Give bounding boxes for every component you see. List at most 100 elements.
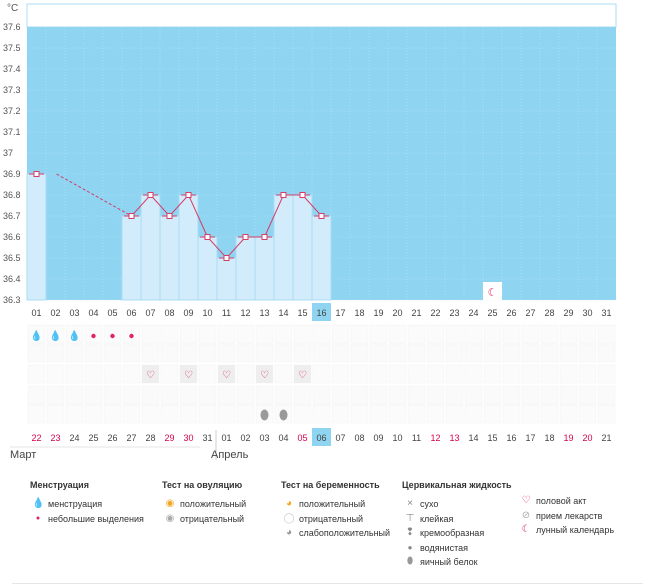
symptom-cell bbox=[540, 324, 559, 344]
cycle-day-label[interactable]: 12 bbox=[240, 308, 250, 318]
symptom-cell bbox=[502, 324, 521, 344]
cycle-day-label[interactable]: 26 bbox=[506, 308, 516, 318]
cycle-day-label[interactable]: 08 bbox=[164, 308, 174, 318]
cycle-day-label[interactable]: 05 bbox=[107, 308, 117, 318]
legend-pregnancy-positive: ◕ положительный bbox=[281, 497, 390, 512]
calendar-date-label: 06 bbox=[316, 433, 326, 443]
temperature-bar bbox=[235, 236, 256, 301]
menstruation-light-icon bbox=[129, 333, 134, 339]
legend-menstruation-heavy: 💧 менструация bbox=[30, 497, 144, 512]
cycle-day-label[interactable]: 31 bbox=[601, 308, 611, 318]
cycle-day-label[interactable]: 17 bbox=[335, 308, 345, 318]
symptom-cell bbox=[217, 404, 236, 424]
calendar-date-label: 23 bbox=[50, 433, 60, 443]
cycle-day-label[interactable]: 20 bbox=[392, 308, 402, 318]
cycle-day-label[interactable]: 10 bbox=[202, 308, 212, 318]
lunar-cell bbox=[483, 282, 502, 300]
cycle-day-label[interactable]: 22 bbox=[430, 308, 440, 318]
symptom-cell bbox=[426, 404, 445, 424]
symptom-cell bbox=[236, 324, 255, 344]
symptom-cell bbox=[578, 324, 597, 344]
symptom-cell bbox=[141, 404, 160, 424]
menstruation-light-icon bbox=[110, 333, 115, 339]
intercourse-cell bbox=[218, 365, 235, 383]
cycle-day-label[interactable]: 04 bbox=[88, 308, 98, 318]
symptom-cell bbox=[122, 385, 141, 405]
symptom-cell bbox=[198, 364, 217, 384]
y-tick-label: 36.7 bbox=[3, 211, 21, 221]
cycle-day-label[interactable]: 18 bbox=[354, 308, 364, 318]
legend-other: ♡ половой акт ⊘ прием лекарств ☾ лунный кал… bbox=[518, 494, 615, 538]
temperature-point bbox=[147, 192, 154, 199]
y-tick-label: 36.3 bbox=[3, 295, 21, 305]
heart-icon: ♡ bbox=[222, 370, 231, 381]
calendar-date-label: 12 bbox=[430, 433, 440, 443]
calendar-date-label: 15 bbox=[487, 433, 497, 443]
menstruation-heavy-icon: 💧 bbox=[30, 329, 42, 342]
temperature-line bbox=[264, 194, 284, 238]
cycle-day-label[interactable]: 23 bbox=[449, 308, 459, 318]
temperature-point bbox=[204, 234, 211, 241]
calendar-date-label: 19 bbox=[563, 433, 573, 443]
current-date-highlight bbox=[312, 428, 331, 446]
legend-pregnancy-title: Тест на беременность bbox=[281, 480, 380, 490]
cycle-day-label[interactable]: 30 bbox=[582, 308, 592, 318]
symptom-cell bbox=[274, 364, 293, 384]
symptom-cell bbox=[331, 404, 350, 424]
cycle-day-label[interactable]: 11 bbox=[222, 308, 231, 318]
cycle-day-label[interactable]: 02 bbox=[50, 308, 60, 318]
symptom-cell bbox=[331, 343, 350, 363]
legend-pregnancy-weak: ◕ слабоположительный bbox=[281, 526, 390, 541]
y-tick-label: 37.3 bbox=[3, 85, 21, 95]
cycle-day-label[interactable]: 15 bbox=[297, 308, 307, 318]
symptom-cell bbox=[388, 385, 407, 405]
symptom-cell bbox=[27, 343, 46, 363]
symptom-cell bbox=[160, 343, 179, 363]
symptom-cell bbox=[407, 385, 426, 405]
temperature-point bbox=[128, 213, 135, 220]
menstruation-heavy-icon: 💧 bbox=[68, 329, 80, 342]
cycle-day-label[interactable]: 09 bbox=[183, 308, 193, 318]
cycle-day-label[interactable]: 14 bbox=[278, 308, 288, 318]
symptom-cell bbox=[540, 364, 559, 384]
symptom-cell bbox=[312, 343, 331, 363]
legend-medication: ⊘ прием лекарств bbox=[518, 509, 614, 524]
cycle-day-label[interactable]: 07 bbox=[145, 308, 155, 318]
symptom-cell bbox=[122, 404, 141, 424]
symptom-cell bbox=[521, 385, 540, 405]
symptom-cell bbox=[236, 343, 255, 363]
cycle-day-label[interactable]: 29 bbox=[563, 308, 573, 318]
cycle-day-label[interactable]: 19 bbox=[373, 308, 383, 318]
symptom-cell bbox=[369, 404, 388, 424]
cycle-day-label[interactable]: 28 bbox=[544, 308, 554, 318]
symptom-cell bbox=[160, 385, 179, 405]
symptom-cell bbox=[46, 385, 65, 405]
symptom-cell bbox=[521, 343, 540, 363]
temperature-point bbox=[280, 192, 287, 199]
calendar-date-label: 07 bbox=[335, 433, 345, 443]
symptom-cell bbox=[255, 385, 274, 405]
symptom-cell bbox=[369, 385, 388, 405]
cycle-day-label[interactable]: 06 bbox=[126, 308, 136, 318]
temperature-bar bbox=[197, 236, 218, 301]
menstruation-light-icon bbox=[91, 333, 96, 339]
legend-cervical: Цервикальная жидкость × сухо ⊤ клейкая ❢ кр… bbox=[402, 480, 512, 570]
cycle-day-label[interactable]: 03 bbox=[69, 308, 79, 318]
symptom-cell bbox=[27, 404, 46, 424]
symptom-cell bbox=[331, 364, 350, 384]
legend-menstruation: Менструация 💧 менструация ● небольшие выде… bbox=[30, 480, 144, 526]
legend-ovulation-negative: ◉ отрицательный bbox=[162, 512, 246, 527]
calendar-date-label: 02 bbox=[240, 433, 250, 443]
cycle-day-label[interactable]: 21 bbox=[411, 308, 421, 318]
cycle-day-label[interactable]: 01 bbox=[31, 308, 41, 318]
symptom-cell bbox=[502, 404, 521, 424]
cycle-day-label[interactable]: 25 bbox=[487, 308, 497, 318]
symptom-cell bbox=[160, 404, 179, 424]
cycle-day-labels[interactable]: 01 02 03 04 05 06 07 08 09 10 11 12 13 14 15 16 17 18 19 20… bbox=[31, 303, 612, 321]
cycle-day-label[interactable]: 16 bbox=[316, 308, 326, 318]
symptom-cell bbox=[407, 343, 426, 363]
cycle-day-label[interactable]: 24 bbox=[468, 308, 478, 318]
legend-menstruation-title: Менструация bbox=[30, 480, 89, 490]
cycle-day-label[interactable]: 27 bbox=[525, 308, 535, 318]
cycle-day-label[interactable]: 13 bbox=[259, 308, 269, 318]
